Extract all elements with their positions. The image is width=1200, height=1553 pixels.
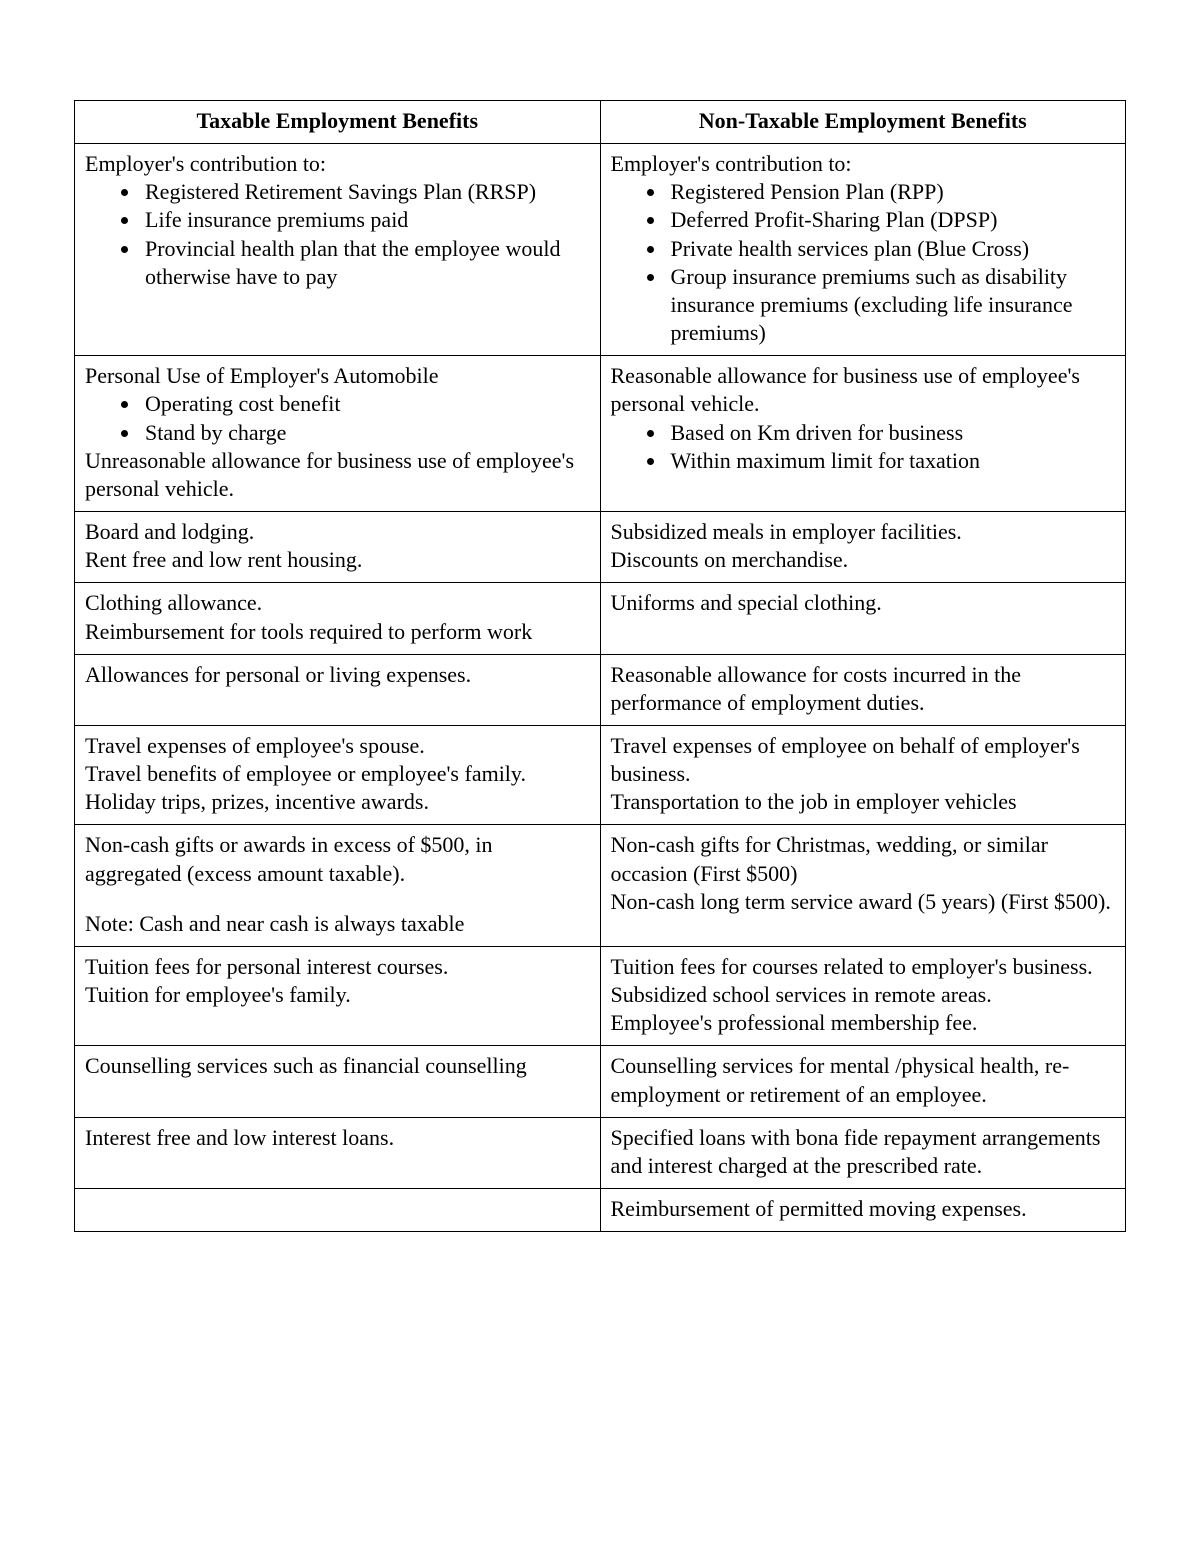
bullet-list: Registered Retirement Savings Plan (RRSP… — [115, 178, 590, 291]
cell-line: Tuition fees for courses related to empl… — [611, 953, 1116, 981]
document-page: Taxable Employment Benefits Non-Taxable … — [0, 0, 1200, 1553]
table-row: Interest free and low interest loans. Spe… — [75, 1117, 1126, 1188]
table-row: Employer's contribution to:Registered Re… — [75, 144, 1126, 356]
cell-line: Non-cash gifts or awards in excess of $5… — [85, 831, 590, 887]
nontaxable-cell: Reimbursement of permitted moving expens… — [600, 1189, 1126, 1232]
bullet-item: Deferred Profit-Sharing Plan (DPSP) — [667, 206, 1116, 234]
taxable-cell: Non-cash gifts or awards in excess of $5… — [75, 825, 601, 946]
table-row: Counselling services such as financial c… — [75, 1046, 1126, 1117]
cell-intro: Reasonable allowance for business use of… — [611, 362, 1116, 418]
table-row: Personal Use of Employer's AutomobileOpe… — [75, 356, 1126, 512]
bullet-list: Based on Km driven for businessWithin ma… — [641, 419, 1116, 475]
nontaxable-cell: Reasonable allowance for business use of… — [600, 356, 1126, 512]
cell-line: Allowances for personal or living expens… — [85, 661, 590, 689]
cell-line: Specified loans with bona fide repayment… — [611, 1124, 1116, 1180]
cell-line: Counselling services for mental /physica… — [611, 1052, 1116, 1108]
table-row: Reimbursement of permitted moving expens… — [75, 1189, 1126, 1232]
cell-line: Interest free and low interest loans. — [85, 1124, 590, 1152]
cell-line: Travel expenses of employee's spouse. — [85, 732, 590, 760]
bullet-item: Group insurance premiums such as disabil… — [667, 263, 1116, 347]
nontaxable-cell: Employer's contribution to:Registered Pe… — [600, 144, 1126, 356]
bullet-list: Registered Pension Plan (RPP)Deferred Pr… — [641, 178, 1116, 347]
header-taxable: Taxable Employment Benefits — [75, 101, 601, 144]
nontaxable-cell: Counselling services for mental /physica… — [600, 1046, 1126, 1117]
cell-line: Rent free and low rent housing. — [85, 546, 590, 574]
cell-line: Travel benefits of employee or employee'… — [85, 760, 590, 788]
cell-line: Transportation to the job in employer ve… — [611, 788, 1116, 816]
cell-intro: Personal Use of Employer's Automobile — [85, 362, 590, 390]
cell-line: Employee's professional membership fee. — [611, 1009, 1116, 1037]
bullet-item: Private health services plan (Blue Cross… — [667, 235, 1116, 263]
taxable-cell: Interest free and low interest loans. — [75, 1117, 601, 1188]
cell-line: Reimbursement for tools required to perf… — [85, 618, 590, 646]
cell-line: Board and lodging. — [85, 518, 590, 546]
cell-intro: Employer's contribution to: — [85, 150, 590, 178]
taxable-cell: Employer's contribution to:Registered Re… — [75, 144, 601, 356]
cell-line: Non-cash long term service award (5 year… — [611, 888, 1116, 916]
table-row: Allowances for personal or living expens… — [75, 654, 1126, 725]
nontaxable-cell: Travel expenses of employee on behalf of… — [600, 725, 1126, 824]
nontaxable-cell: Reasonable allowance for costs incurred … — [600, 654, 1126, 725]
table-row: Non-cash gifts or awards in excess of $5… — [75, 825, 1126, 946]
taxable-cell: Personal Use of Employer's AutomobileOpe… — [75, 356, 601, 512]
table-body: Employer's contribution to:Registered Re… — [75, 144, 1126, 1232]
cell-line: Reasonable allowance for costs incurred … — [611, 661, 1116, 717]
taxable-cell — [75, 1189, 601, 1232]
header-nontaxable: Non-Taxable Employment Benefits — [600, 101, 1126, 144]
bullet-list: Operating cost benefitStand by charge — [115, 390, 590, 446]
benefits-table: Taxable Employment Benefits Non-Taxable … — [74, 100, 1126, 1232]
nontaxable-cell: Non-cash gifts for Christmas, wedding, o… — [600, 825, 1126, 946]
nontaxable-cell: Specified loans with bona fide repayment… — [600, 1117, 1126, 1188]
cell-line: Subsidized school services in remote are… — [611, 981, 1116, 1009]
bullet-item: Provincial health plan that the employee… — [141, 235, 590, 291]
bullet-item: Life insurance premiums paid — [141, 206, 590, 234]
taxable-cell: Allowances for personal or living expens… — [75, 654, 601, 725]
cell-line: Counselling services such as financial c… — [85, 1052, 590, 1080]
taxable-cell: Tuition fees for personal interest cours… — [75, 946, 601, 1045]
taxable-cell: Board and lodging.Rent free and low rent… — [75, 512, 601, 583]
table-row: Tuition fees for personal interest cours… — [75, 946, 1126, 1045]
cell-line: Subsidized meals in employer facilities. — [611, 518, 1116, 546]
cell-intro: Employer's contribution to: — [611, 150, 1116, 178]
cell-line: Reimbursement of permitted moving expens… — [611, 1195, 1116, 1223]
cell-line: Tuition fees for personal interest cours… — [85, 953, 590, 981]
table-header-row: Taxable Employment Benefits Non-Taxable … — [75, 101, 1126, 144]
taxable-cell: Clothing allowance.Reimbursement for too… — [75, 583, 601, 654]
nontaxable-cell: Tuition fees for courses related to empl… — [600, 946, 1126, 1045]
cell-line: Travel expenses of employee on behalf of… — [611, 732, 1116, 788]
table-row: Clothing allowance.Reimbursement for too… — [75, 583, 1126, 654]
bullet-item: Stand by charge — [141, 419, 590, 447]
cell-line: Holiday trips, prizes, incentive awards. — [85, 788, 590, 816]
cell-line: Non-cash gifts for Christmas, wedding, o… — [611, 831, 1116, 887]
cell-note: Note: Cash and near cash is always taxab… — [85, 910, 590, 938]
cell-line: Clothing allowance. — [85, 589, 590, 617]
bullet-item: Based on Km driven for business — [667, 419, 1116, 447]
bullet-item: Registered Pension Plan (RPP) — [667, 178, 1116, 206]
cell-line: Discounts on merchandise. — [611, 546, 1116, 574]
cell-trail: Unreasonable allowance for business use … — [85, 447, 590, 503]
taxable-cell: Travel expenses of employee's spouse.Tra… — [75, 725, 601, 824]
bullet-item: Operating cost benefit — [141, 390, 590, 418]
table-row: Board and lodging.Rent free and low rent… — [75, 512, 1126, 583]
nontaxable-cell: Subsidized meals in employer facilities.… — [600, 512, 1126, 583]
bullet-item: Registered Retirement Savings Plan (RRSP… — [141, 178, 590, 206]
nontaxable-cell: Uniforms and special clothing. — [600, 583, 1126, 654]
bullet-item: Within maximum limit for taxation — [667, 447, 1116, 475]
taxable-cell: Counselling services such as financial c… — [75, 1046, 601, 1117]
table-row: Travel expenses of employee's spouse.Tra… — [75, 725, 1126, 824]
cell-line: Tuition for employee's family. — [85, 981, 590, 1009]
cell-line: Uniforms and special clothing. — [611, 589, 1116, 617]
